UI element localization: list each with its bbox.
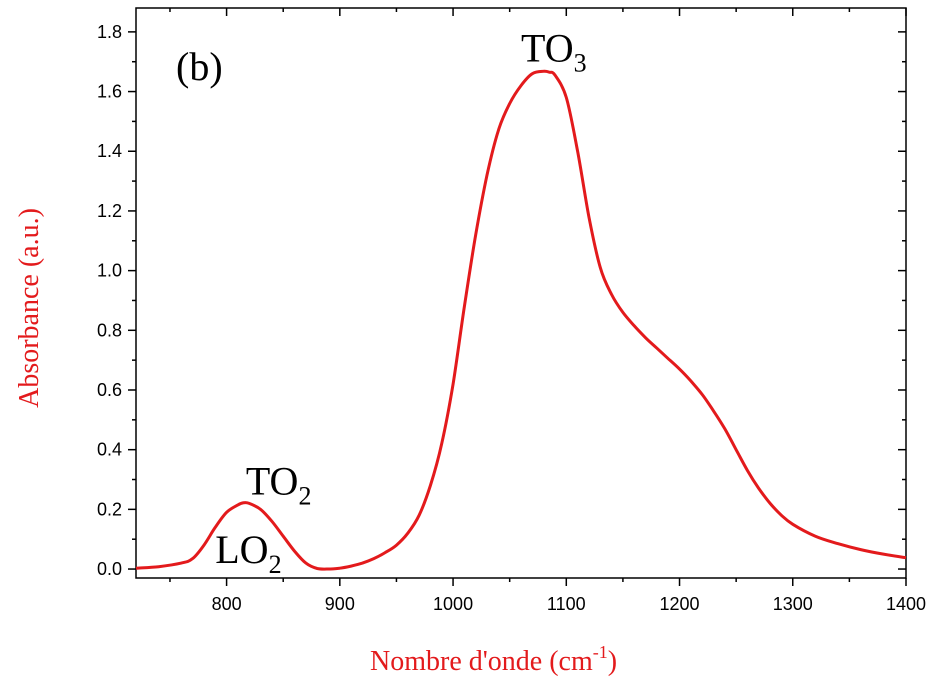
- x-tick-label: 1400: [886, 594, 926, 614]
- plot-frame: [135, 7, 907, 579]
- y-tick-label: 0.8: [97, 320, 122, 340]
- peak-annotation: TO2: [246, 458, 312, 510]
- x-tick-label: 1000: [433, 594, 473, 614]
- x-tick-label: 1100: [547, 594, 586, 614]
- x-axis-title-close: ): [608, 646, 617, 677]
- x-axis-title-main: Nombre d'onde (cm: [370, 646, 593, 677]
- absorbance-curve: [135, 69, 907, 571]
- peak-annotation-label: TO: [246, 458, 299, 503]
- y-tick-label: 0.0: [97, 559, 122, 579]
- y-tick-label: 1.2: [97, 201, 122, 221]
- y-tick-label: 0.6: [97, 380, 122, 400]
- y-tick-label: 0.2: [97, 499, 122, 519]
- peak-annotation: LO2: [215, 527, 281, 579]
- y-tick-label: 1.8: [97, 22, 122, 42]
- y-tick-label: 0.4: [97, 440, 122, 460]
- tick-labels: 800 900 1000 1100 1200 1300 1400 0.0 0.2 0.4 0.6 0.…: [97, 22, 926, 614]
- x-tick-label: 1300: [773, 594, 813, 614]
- x-axis-title-sup: -1: [593, 642, 608, 662]
- peak-annotation-label: TO: [521, 26, 574, 71]
- axis-ticks: [128, 8, 907, 586]
- x-tick-label: 900: [325, 594, 355, 614]
- y-tick-label: 1.0: [97, 261, 122, 281]
- peak-annotation-subscript: 2: [269, 550, 282, 579]
- panel-label: (b): [176, 44, 223, 89]
- peak-annotation-label: LO: [215, 527, 268, 572]
- x-axis-title: Nombre d'onde (cm-1): [370, 642, 617, 677]
- peak-annotation: TO3: [521, 26, 587, 78]
- x-tick-label: 800: [212, 594, 242, 614]
- y-axis-title: Absorbance (a.u.): [14, 208, 45, 408]
- peak-annotation-subscript: 3: [574, 49, 587, 78]
- y-tick-label: 1.6: [97, 82, 122, 102]
- peak-annotation-subscript: 2: [298, 481, 311, 510]
- x-tick-label: 1200: [660, 594, 700, 614]
- y-tick-label: 1.4: [97, 141, 122, 161]
